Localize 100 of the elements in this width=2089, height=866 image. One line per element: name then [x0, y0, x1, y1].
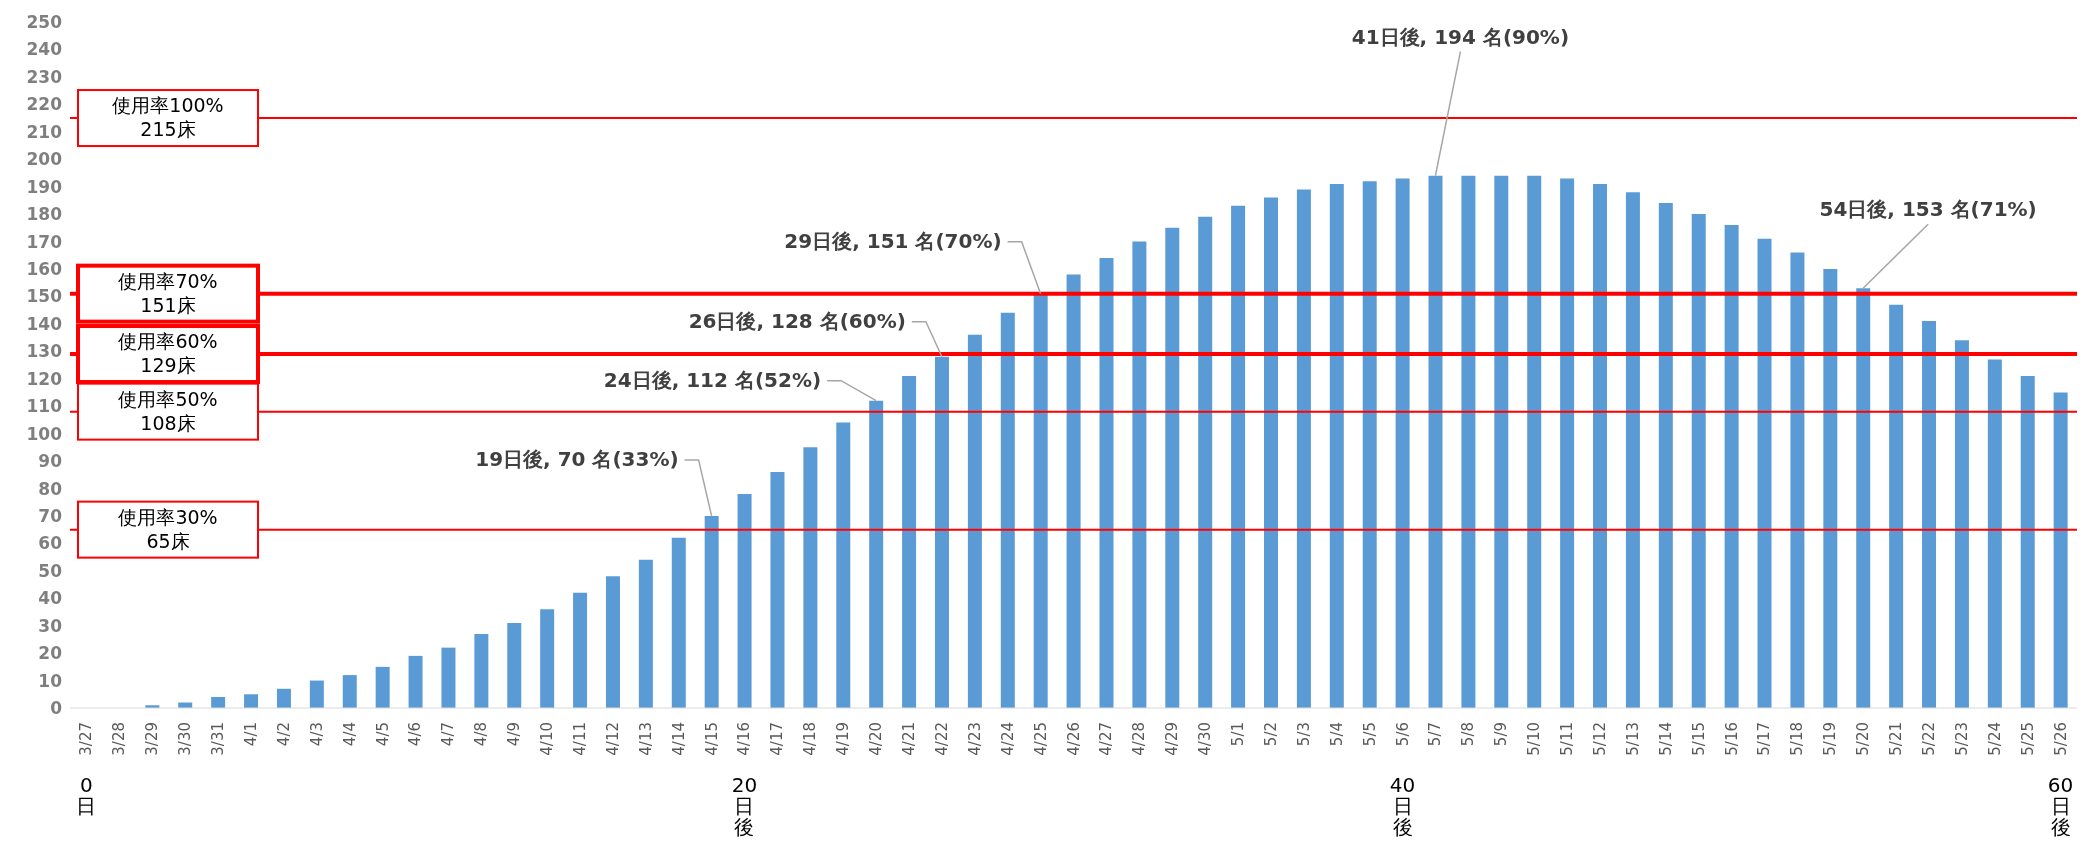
bar: [1362, 181, 1377, 708]
x-tick-label: 5/19: [1821, 722, 1840, 756]
x-tick-label: 5/26: [2051, 722, 2070, 756]
x-tick-label: 5/12: [1590, 722, 1609, 756]
x-tick-label: 5/25: [2018, 722, 2037, 756]
x-tick-label: 4/9: [505, 722, 524, 747]
x-tick-label: 4/18: [801, 722, 820, 756]
text: 60日後: [2047, 773, 2074, 839]
x-tick-label: 4/17: [768, 722, 787, 756]
y-tick-label: 190: [26, 176, 63, 197]
x-tick-label: 5/13: [1623, 722, 1642, 756]
y-tick-label: 240: [26, 39, 63, 60]
x-tick-label: 4/15: [702, 722, 721, 756]
x-tick-label: 5/3: [1294, 722, 1313, 747]
x-tick-label: 4/21: [899, 722, 918, 756]
x-tick-label: 5/21: [1887, 722, 1906, 756]
y-tick-label: 10: [38, 670, 63, 691]
x-tick-label: 4/8: [472, 722, 491, 747]
bar: [474, 633, 489, 708]
x-tick-label: 5/10: [1525, 722, 1544, 756]
text: 0日: [76, 773, 97, 818]
y-tick-label: 230: [26, 66, 63, 87]
x-tick-label: 5/14: [1656, 722, 1675, 756]
bar: [1165, 227, 1180, 708]
bar: [1033, 293, 1048, 708]
annotation: 24日後, 112 名(52%): [603, 367, 822, 392]
bar: [770, 472, 785, 708]
x-tick-label: 5/16: [1722, 722, 1741, 756]
bar: [1329, 183, 1344, 708]
bar: [967, 334, 982, 708]
x-tick-label: 5/8: [1459, 722, 1478, 747]
y-tick-label: 20: [38, 643, 63, 664]
x-tick-label: 4/24: [998, 722, 1017, 756]
text: 40日後: [1389, 773, 1416, 839]
bar: [276, 688, 291, 708]
x-tick-label: 4/13: [636, 722, 655, 756]
x-tick-label: 4/25: [1031, 722, 1050, 756]
x-tick-label: 5/9: [1492, 722, 1511, 747]
y-tick-label: 210: [26, 121, 63, 142]
bar: [803, 447, 818, 708]
ref-line-label: 使用率50% 108床: [118, 387, 218, 434]
ref-line-label: 使用率60% 129床: [118, 330, 218, 377]
annotation: 41日後, 194 名(90%): [1351, 24, 1570, 49]
x-tick-label: 4/27: [1097, 722, 1116, 756]
x-tick-label: 5/23: [1952, 722, 1971, 756]
y-tick-label: 150: [26, 286, 63, 307]
bar: [1296, 189, 1311, 708]
y-tick-label: 120: [26, 368, 63, 389]
bar: [1954, 340, 1969, 708]
annotation: 26日後, 128 名(60%): [688, 308, 906, 333]
bar: [1889, 304, 1904, 708]
bar: [408, 655, 423, 708]
bar: [1790, 252, 1805, 708]
bar: [1395, 178, 1410, 708]
bar: [211, 697, 226, 708]
bar: [1593, 183, 1608, 708]
bar: [1132, 241, 1147, 708]
y-tick-label: 200: [26, 149, 63, 170]
y-tick-label: 40: [38, 588, 63, 609]
bar: [1691, 214, 1706, 708]
x-tick-label: 5/7: [1426, 722, 1445, 747]
x-tick-label: 4/2: [274, 722, 293, 747]
y-tick-label: 140: [26, 313, 63, 334]
bar: [605, 576, 620, 708]
y-tick-label: 90: [38, 451, 63, 472]
bar: [1724, 225, 1739, 708]
ref-line-label: 使用率100% 215床: [112, 94, 224, 141]
bar: [902, 375, 917, 708]
bar: [2053, 392, 2068, 708]
x-tick-label: 5/22: [1919, 722, 1938, 756]
bar: [1461, 175, 1476, 708]
bar: [1987, 359, 2002, 708]
x-tick-label: 5/24: [1985, 722, 2004, 756]
ref-line-label: 使用率30% 65床: [118, 505, 218, 552]
bar: [507, 622, 522, 708]
bar: [1560, 178, 1575, 708]
x-tick-label: 3/30: [176, 722, 195, 756]
y-tick-label: 160: [26, 258, 63, 279]
bar: [1856, 288, 1871, 708]
bar: [1264, 197, 1278, 708]
x-tick-label: 3/28: [110, 722, 129, 756]
x-tick-label: 5/20: [1854, 722, 1873, 756]
bar: [934, 356, 949, 708]
x-tick-label: 5/2: [1261, 722, 1280, 747]
bar: [342, 675, 357, 708]
x-tick-label: 5/18: [1788, 722, 1807, 756]
bar: [1922, 321, 1937, 708]
y-tick-label: 100: [26, 423, 63, 444]
bar: [638, 559, 653, 708]
x-tick-label: 4/26: [1064, 722, 1083, 756]
bar: [1066, 274, 1081, 708]
bar: [1000, 312, 1015, 708]
x-tick-label: 4/3: [307, 722, 326, 747]
x-tick-label: 4/16: [735, 722, 754, 756]
y-tick-label: 110: [26, 396, 63, 417]
bar: [1428, 175, 1443, 708]
bar: [869, 400, 884, 708]
annotation: 29日後, 151 名(70%): [784, 228, 1002, 253]
y-tick-label: 180: [26, 204, 63, 225]
x-tick-label: 3/27: [77, 722, 96, 756]
